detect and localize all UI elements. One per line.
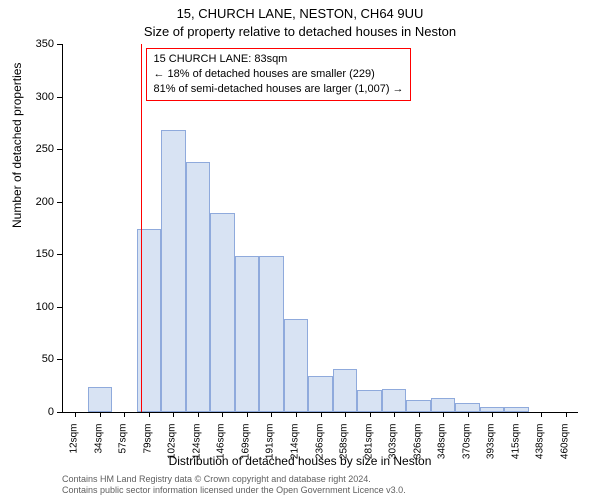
y-tick-label: 0	[0, 406, 62, 418]
x-tick-mark	[419, 412, 420, 417]
x-tick-label: 393sqm	[486, 424, 497, 474]
title-address: 15, CHURCH LANE, NESTON, CH64 9UU	[0, 6, 600, 21]
y-tick-label: 200	[0, 196, 62, 208]
y-tick-mark	[57, 202, 62, 203]
x-tick-label: 281sqm	[363, 424, 374, 474]
histogram-bar	[308, 376, 333, 412]
x-tick-label: 146sqm	[216, 424, 227, 474]
y-tick-label: 150	[0, 248, 62, 260]
histogram-bar	[455, 403, 480, 412]
x-tick-label: 303sqm	[388, 424, 399, 474]
x-tick-mark	[75, 412, 76, 417]
y-tick-mark	[57, 44, 62, 45]
x-tick-mark	[468, 412, 469, 417]
x-tick-label: 348sqm	[437, 424, 448, 474]
histogram-bar	[382, 389, 407, 412]
x-tick-label: 79sqm	[142, 424, 153, 474]
x-tick-mark	[271, 412, 272, 417]
property-marker-line	[141, 44, 142, 412]
y-tick-mark	[57, 359, 62, 360]
histogram-bar	[431, 398, 456, 412]
annotation-line-1: 15 CHURCH LANE: 83sqm	[153, 52, 403, 67]
x-tick-mark	[247, 412, 248, 417]
x-tick-mark	[492, 412, 493, 417]
x-tick-label: 438sqm	[535, 424, 546, 474]
y-tick-mark	[57, 97, 62, 98]
histogram-bar	[259, 256, 284, 412]
footer-line-2: Contains public sector information licen…	[62, 485, 406, 496]
y-tick-label: 100	[0, 301, 62, 313]
x-tick-label: 57sqm	[118, 424, 129, 474]
x-tick-mark	[173, 412, 174, 417]
x-tick-mark	[296, 412, 297, 417]
histogram-bar	[210, 213, 235, 412]
x-tick-mark	[345, 412, 346, 417]
y-tick-mark	[57, 412, 62, 413]
x-tick-mark	[100, 412, 101, 417]
x-tick-mark	[566, 412, 567, 417]
histogram-bar	[235, 256, 260, 412]
x-tick-mark	[517, 412, 518, 417]
title-subtitle: Size of property relative to detached ho…	[0, 24, 600, 39]
x-tick-label: 191sqm	[265, 424, 276, 474]
y-tick-mark	[57, 149, 62, 150]
x-tick-label: 370sqm	[461, 424, 472, 474]
y-tick-mark	[57, 307, 62, 308]
x-tick-label: 34sqm	[93, 424, 104, 474]
histogram-bar	[137, 229, 162, 412]
x-tick-label: 102sqm	[167, 424, 178, 474]
histogram-bar	[406, 400, 431, 412]
x-tick-label: 12sqm	[69, 424, 80, 474]
histogram-bar	[333, 369, 358, 412]
x-tick-mark	[321, 412, 322, 417]
x-tick-mark	[124, 412, 125, 417]
x-tick-label: 214sqm	[289, 424, 300, 474]
y-tick-mark	[57, 254, 62, 255]
x-tick-label: 258sqm	[339, 424, 350, 474]
annotation-line-3: 81% of semi-detached houses are larger (…	[153, 82, 403, 97]
x-tick-label: 124sqm	[191, 424, 202, 474]
annotation-line-2: ← 18% of detached houses are smaller (22…	[153, 67, 403, 82]
x-tick-mark	[541, 412, 542, 417]
footer-line-1: Contains HM Land Registry data © Crown c…	[62, 474, 406, 485]
histogram-bar	[186, 162, 211, 412]
y-tick-label: 50	[0, 353, 62, 365]
histogram-bar	[88, 387, 113, 412]
x-tick-mark	[198, 412, 199, 417]
x-tick-mark	[222, 412, 223, 417]
x-tick-mark	[443, 412, 444, 417]
histogram-bar	[357, 390, 382, 412]
histogram-bar	[284, 319, 309, 412]
x-tick-label: 326sqm	[412, 424, 423, 474]
x-tick-label: 415sqm	[510, 424, 521, 474]
x-tick-mark	[394, 412, 395, 417]
x-tick-label: 236sqm	[314, 424, 325, 474]
x-tick-mark	[370, 412, 371, 417]
histogram-bar	[161, 130, 186, 412]
x-tick-label: 460sqm	[559, 424, 570, 474]
property-annotation: 15 CHURCH LANE: 83sqm ← 18% of detached …	[146, 48, 410, 101]
footer-attribution: Contains HM Land Registry data © Crown c…	[62, 474, 406, 497]
y-tick-label: 300	[0, 91, 62, 103]
y-tick-label: 350	[0, 38, 62, 50]
x-tick-mark	[149, 412, 150, 417]
x-tick-label: 169sqm	[240, 424, 251, 474]
y-tick-label: 250	[0, 143, 62, 155]
